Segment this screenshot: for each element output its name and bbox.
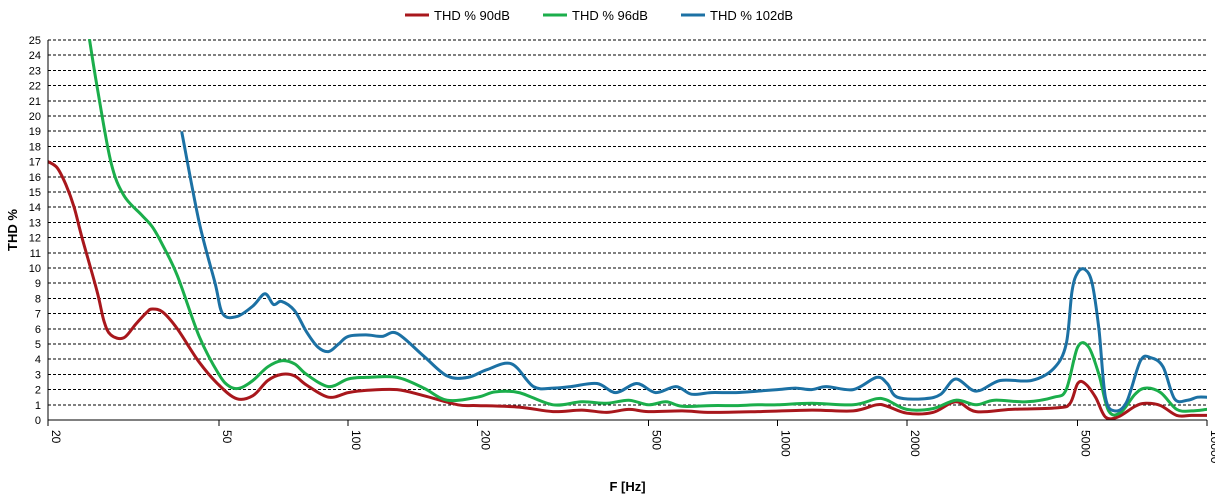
y-tick-label: 14 <box>29 202 41 214</box>
y-tick-label: 15 <box>29 187 41 199</box>
x-tick-labels: 20 50 100 200 500 1000 2000 5000 10000 <box>49 430 1215 464</box>
y-tick-label: 7 <box>35 309 41 321</box>
series-line-thd-96db <box>88 39 1207 417</box>
y-tick-label: 6 <box>35 324 41 336</box>
y-tick-label: 11 <box>30 248 41 260</box>
y-tick-label: 2 <box>35 385 41 397</box>
y-tick-label: 18 <box>29 141 41 153</box>
gridlines <box>48 39 1207 406</box>
legend-label: THD % 102dB <box>710 8 793 23</box>
y-tick-label: 16 <box>29 172 41 184</box>
x-axis-title: F [Hz] <box>609 479 645 494</box>
y-tick-label: 22 <box>29 81 41 93</box>
y-axis-title: THD % <box>5 209 20 251</box>
y-tick-labels: 0123456789101112131415161718192021222324… <box>29 35 41 427</box>
y-tick-label: 12 <box>29 233 41 245</box>
y-tick-label: 24 <box>29 50 41 62</box>
y-tick-label: 9 <box>35 278 41 290</box>
x-tick-label: 20 <box>49 430 63 444</box>
series-layer <box>48 39 1207 420</box>
y-tick-label: 10 <box>29 263 41 275</box>
y-tick-label: 1 <box>35 400 41 412</box>
y-tick-label: 20 <box>29 111 41 123</box>
x-tick-label: 1000 <box>779 430 793 457</box>
y-tick-label: 13 <box>29 217 41 229</box>
y-tick-label: 23 <box>29 65 41 77</box>
x-tick-label: 50 <box>220 430 234 444</box>
y-tick-label: 17 <box>29 157 41 169</box>
series-line-thd-102db <box>180 131 1207 413</box>
axes <box>47 40 1208 426</box>
x-tick-label: 100 <box>349 430 363 450</box>
x-tick-label: 5000 <box>1079 430 1093 457</box>
y-tick-label: 3 <box>35 369 41 381</box>
x-tick-label: 500 <box>649 430 663 450</box>
legend-label: THD % 90dB <box>434 8 510 23</box>
y-tick-label: 21 <box>29 96 41 108</box>
y-tick-label: 8 <box>35 293 41 305</box>
y-tick-label: 0 <box>35 415 41 427</box>
x-tick-label: 10000 <box>1208 430 1215 464</box>
y-tick-label: 5 <box>35 339 41 351</box>
series-line-thd-90db <box>48 160 1207 420</box>
legend: THD % 90dB THD % 96dB THD % 102dB <box>405 8 793 23</box>
y-tick-label: 19 <box>29 126 41 138</box>
x-tick-label: 2000 <box>908 430 922 457</box>
y-tick-label: 25 <box>29 35 41 47</box>
y-tick-label: 4 <box>35 354 41 366</box>
legend-label: THD % 96dB <box>572 8 648 23</box>
x-tick-label: 200 <box>478 430 492 450</box>
